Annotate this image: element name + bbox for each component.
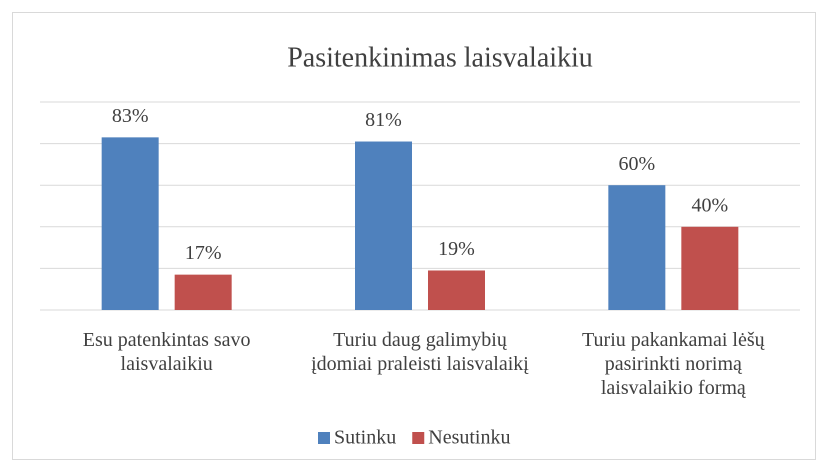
data-label: 83%	[112, 105, 149, 127]
bar	[101, 137, 159, 310]
legend-swatch	[318, 432, 330, 444]
data-label: 60%	[618, 153, 655, 175]
data-label: 19%	[438, 238, 475, 260]
data-label: 40%	[691, 194, 728, 216]
x-tick-label: Esu patenkintas savo laisvalaikiu	[82, 329, 251, 375]
bar	[174, 274, 232, 310]
bar	[608, 185, 666, 310]
data-label: 17%	[185, 242, 222, 264]
legend-label: Nesutinku	[428, 427, 510, 449]
legend-label: Sutinku	[334, 427, 396, 449]
legend-swatch	[412, 432, 425, 444]
bar	[355, 141, 412, 310]
bar	[428, 270, 485, 310]
x-tick-label: Turiu pakankamai lėšų pasirinkti norimą …	[582, 329, 765, 399]
bar	[681, 226, 739, 310]
x-tick-label: Turiu daug galimybių įdomiai praleisti l…	[311, 329, 529, 375]
chart-title: Pasitenkinimas laisvalaikiu	[287, 42, 593, 73]
data-label: 81%	[365, 109, 402, 131]
